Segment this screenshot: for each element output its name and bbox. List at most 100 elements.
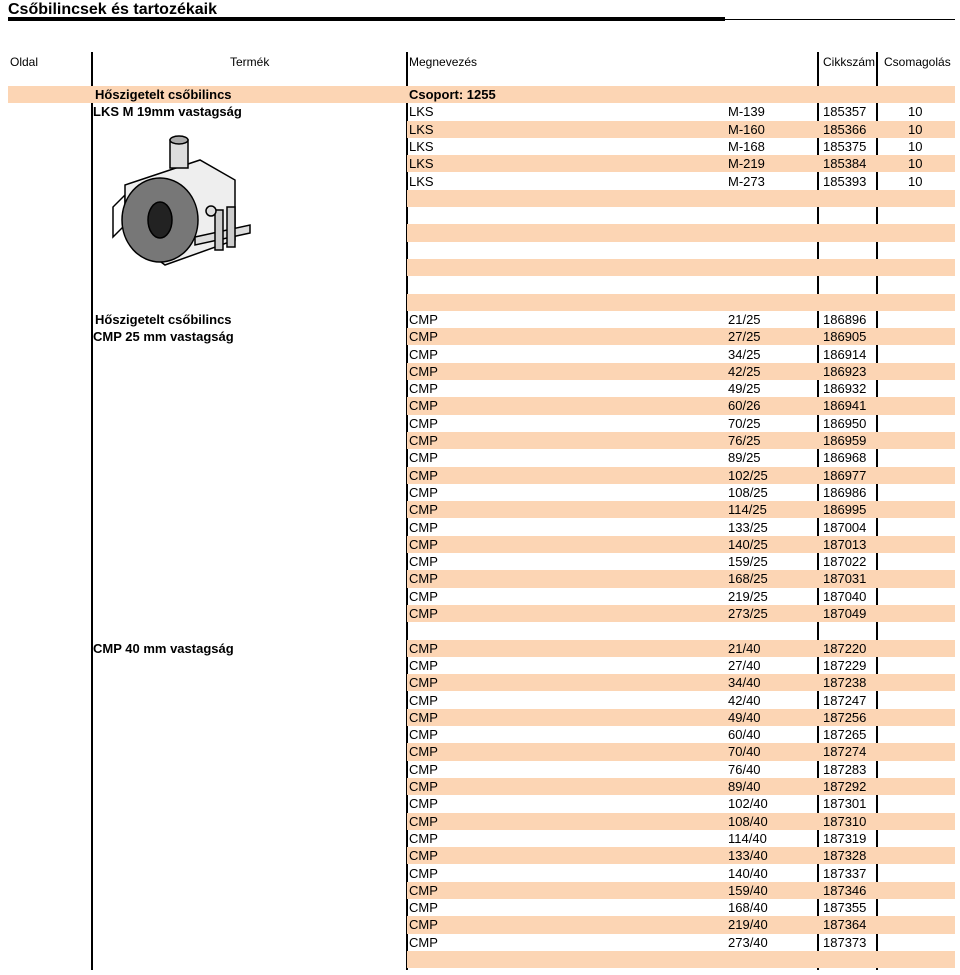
cell: CMP xyxy=(409,830,438,846)
cell: LKS xyxy=(409,104,434,120)
cell: 187292 xyxy=(823,779,867,794)
row-stripe xyxy=(407,155,955,173)
cell: CMP xyxy=(409,536,438,552)
cell: 27/40 xyxy=(728,657,761,673)
cell: CMP xyxy=(409,744,438,760)
row-stripe xyxy=(407,639,955,657)
section-label: LKS M 19mm vastagság xyxy=(93,104,242,120)
cell: CMP xyxy=(409,433,438,448)
cell: CMP xyxy=(409,467,438,483)
cell: 76/40 xyxy=(728,761,761,777)
cell: 187346 xyxy=(823,882,867,898)
cell: 10 xyxy=(908,121,923,137)
cell: 187310 xyxy=(823,813,867,829)
cell: CMP xyxy=(409,363,438,379)
cell: 187040 xyxy=(823,588,867,604)
cell: 114/25 xyxy=(728,502,767,518)
cell: 187229 xyxy=(823,657,867,673)
cell: CMP xyxy=(409,761,438,777)
column-header: Megnevezés xyxy=(409,55,478,69)
cell: CMP xyxy=(409,779,438,794)
cell: LKS xyxy=(409,173,434,189)
cell: 186968 xyxy=(823,450,867,466)
cell: CMP xyxy=(409,311,438,327)
section-label: CMP 40 mm vastagság xyxy=(93,640,234,656)
cell: M-139 xyxy=(728,104,765,120)
product-image xyxy=(112,135,251,266)
row-stripe xyxy=(407,708,955,727)
cell: 76/25 xyxy=(728,433,761,448)
cell: CMP xyxy=(409,346,438,362)
section-label: CMP 25 mm vastagság xyxy=(93,329,234,345)
cell: 219/40 xyxy=(728,917,768,933)
cell: 187004 xyxy=(823,519,867,535)
cell: 187022 xyxy=(823,554,867,570)
cell: 187274 xyxy=(823,744,867,760)
cell: 187265 xyxy=(823,727,867,743)
cell: CMP xyxy=(409,588,438,604)
cell: CMP xyxy=(409,675,438,691)
cell: 187364 xyxy=(823,917,867,933)
cell: CMP xyxy=(409,692,438,708)
cell: 273/40 xyxy=(728,934,768,950)
row-stripe xyxy=(407,328,955,346)
title: Csőbilincsek és tartozékaik xyxy=(8,1,217,18)
row-stripe xyxy=(407,189,955,208)
row-stripe xyxy=(407,535,955,554)
row-stripe xyxy=(407,605,955,623)
cell: 186986 xyxy=(823,484,867,500)
cell: 187049 xyxy=(823,606,867,621)
cell: 42/40 xyxy=(728,692,761,708)
cell: CMP xyxy=(409,502,438,518)
cell: CMP xyxy=(409,727,438,743)
cell: 21/40 xyxy=(728,640,761,656)
cell: 168/25 xyxy=(728,571,768,587)
cell: 102/40 xyxy=(728,796,768,812)
row-stripe xyxy=(407,812,955,830)
cell: 60/26 xyxy=(728,398,761,414)
cell: 185357 xyxy=(823,104,867,120)
cell: 21/25 xyxy=(728,311,761,327)
row-stripe xyxy=(407,432,955,450)
cell: 42/25 xyxy=(728,363,761,379)
cell: 187013 xyxy=(823,536,867,552)
cell: 140/25 xyxy=(728,536,768,552)
cell: CMP xyxy=(409,848,438,864)
cell: 34/25 xyxy=(728,346,761,362)
row-stripe xyxy=(407,674,955,692)
cell: CMP xyxy=(409,484,438,500)
cell: LKS xyxy=(409,156,434,172)
cell: CMP xyxy=(409,606,438,621)
cell: 102/25 xyxy=(728,467,768,483)
cell: 49/25 xyxy=(728,381,761,397)
cell: 186932 xyxy=(823,381,867,397)
cell: M-219 xyxy=(728,156,765,172)
cell: 185384 xyxy=(823,156,867,172)
cell: 186914 xyxy=(823,346,867,362)
cell: CMP xyxy=(409,450,438,466)
cell: LKS xyxy=(409,138,434,154)
row-stripe xyxy=(407,224,955,242)
cell: 186941 xyxy=(823,398,867,414)
cell: 186896 xyxy=(823,311,867,327)
row-stripe xyxy=(407,570,955,588)
cell: 10 xyxy=(908,104,923,120)
cell: 187319 xyxy=(823,830,867,846)
cell: 27/25 xyxy=(728,329,761,345)
cell: 187220 xyxy=(823,640,867,656)
row-stripe xyxy=(407,397,955,415)
cell: M-273 xyxy=(728,173,765,189)
cell: CMP xyxy=(409,865,438,881)
column-header: Csomagolás xyxy=(884,55,951,69)
cell: CMP xyxy=(409,934,438,950)
row-stripe xyxy=(407,951,955,969)
column-header: Termék xyxy=(230,55,270,69)
cell: 159/25 xyxy=(728,554,768,570)
cell: CMP xyxy=(409,657,438,673)
cell: 186977 xyxy=(823,467,867,483)
title-rule xyxy=(8,17,725,21)
cell: 114/40 xyxy=(728,830,767,846)
row-stripe xyxy=(407,778,955,796)
row-stripe xyxy=(8,86,955,104)
